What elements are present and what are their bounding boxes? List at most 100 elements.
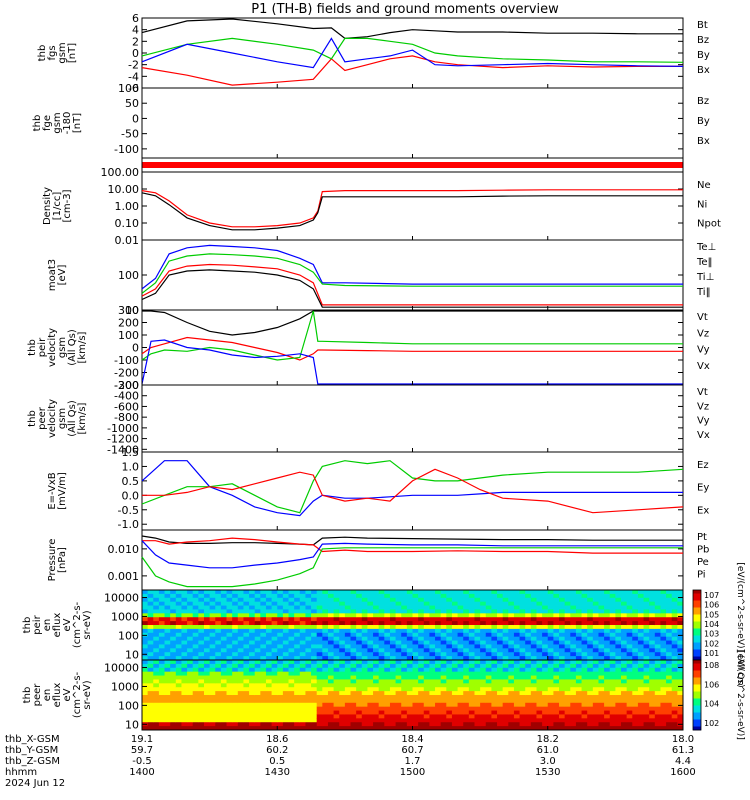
- spectrogram-cell: [637, 593, 644, 599]
- spectrogram-cell: [519, 679, 526, 684]
- spectrogram-cell: [226, 590, 233, 595]
- spectrogram-cell: [435, 671, 442, 676]
- spectrogram-cell: [637, 718, 644, 723]
- spectrogram-cell: [316, 702, 323, 708]
- spectrogram-cell: [508, 718, 515, 723]
- spectrogram-cell: [226, 660, 233, 665]
- spectrogram-cell: [395, 601, 402, 606]
- spectrogram-cell: [237, 675, 244, 680]
- spectrogram-cell: [361, 691, 368, 696]
- spectrogram-cell: [423, 609, 430, 614]
- spectrogram-cell: [615, 683, 622, 688]
- spectrogram-cell: [192, 593, 199, 599]
- colorbar-title: [eV/(cm^2-s-sr-eV)] (All Qs): [735, 562, 745, 687]
- spectrogram-cell: [637, 625, 644, 630]
- spectrogram-cell: [671, 605, 678, 610]
- spectrogram-cell: [654, 667, 661, 673]
- spectrogram-cell: [282, 644, 289, 649]
- spectrogram-cell: [288, 609, 295, 614]
- spectrogram-cell: [598, 601, 605, 606]
- spectrogram-cell: [649, 710, 656, 715]
- spectrogram-cell: [587, 590, 594, 595]
- spectrogram-cell: [389, 597, 396, 603]
- spectrogram-cell: [384, 593, 391, 599]
- spectrogram-cell: [249, 702, 256, 708]
- x-tick-label: 4.4: [675, 756, 691, 767]
- spectrogram-cell: [378, 652, 385, 657]
- spectrogram-cell: [536, 590, 543, 595]
- spectrogram-cell: [265, 613, 273, 618]
- spectrogram-cell: [361, 648, 368, 653]
- spectrogram-cell: [626, 718, 633, 723]
- spectrogram-cell: [254, 679, 261, 684]
- colorbar-segment: [693, 719, 701, 724]
- spectrogram-cell: [215, 718, 222, 723]
- spectrogram-cell: [457, 648, 464, 653]
- spectrogram-cell: [491, 648, 498, 653]
- colorbar-segment: [693, 726, 701, 731]
- spectrogram-cell: [187, 601, 194, 606]
- spectrogram-cell: [232, 695, 239, 700]
- spectrogram-cell: [457, 617, 464, 622]
- spectrogram-cell: [356, 691, 363, 696]
- spectrogram-cell: [187, 718, 194, 723]
- spectrogram-cell: [621, 613, 628, 618]
- spectrogram-cell: [457, 625, 464, 630]
- spectrogram-cell: [316, 679, 323, 684]
- spectrogram-cell: [564, 687, 571, 692]
- spectrogram-cell: [170, 632, 177, 638]
- spectrogram-cell: [542, 590, 549, 595]
- spectrogram-cell: [480, 691, 487, 696]
- spectrogram-cell: [232, 590, 239, 595]
- spectrogram-cell: [294, 714, 301, 719]
- spectrogram-cell: [513, 671, 520, 676]
- spectrogram-cell: [564, 652, 571, 657]
- spectrogram-cell: [615, 605, 622, 610]
- spectrogram-cell: [508, 679, 515, 684]
- spectrogram-cell: [181, 617, 188, 622]
- spectrogram-cell: [401, 667, 408, 673]
- spectrogram-cell: [468, 590, 475, 595]
- spectrogram-cell: [288, 625, 295, 630]
- spectrogram-cell: [389, 687, 396, 692]
- spectrogram-cell: [637, 609, 644, 614]
- spectrogram-cell: [497, 636, 504, 641]
- x-tick-label: 19.1: [131, 734, 153, 745]
- spectrogram-cell: [311, 621, 318, 626]
- spectrogram-cell: [389, 632, 396, 638]
- spectrogram-cell: [170, 644, 177, 649]
- spectrogram-cell: [198, 628, 205, 634]
- spectrogram-cell: [147, 625, 154, 630]
- spectrogram-cell: [609, 663, 616, 669]
- spectrogram-cell: [451, 675, 458, 680]
- spectrogram-cell: [147, 656, 154, 661]
- spectrogram-cell: [637, 671, 644, 676]
- spectrogram-cell: [446, 706, 453, 711]
- spectrogram-cell: [598, 597, 605, 603]
- spectrogram-cell: [547, 632, 554, 638]
- spectrogram-cell: [294, 679, 301, 684]
- spectrogram-cell: [406, 593, 413, 599]
- spectrogram-cell: [260, 617, 267, 622]
- spectrogram-cell: [198, 679, 205, 684]
- spectrogram-cell: [395, 593, 402, 599]
- panel-frame: [141, 384, 684, 453]
- spectrogram-cell: [474, 644, 481, 649]
- spectrogram-cell: [175, 691, 182, 696]
- spectrogram-cell: [215, 609, 222, 614]
- spectrogram-cell: [530, 609, 537, 614]
- spectrogram-cell: [288, 671, 295, 676]
- spectrogram-cell: [440, 632, 447, 638]
- spectrogram-cell: [344, 617, 351, 622]
- spectrogram-cell: [671, 702, 678, 708]
- spectrogram-cell: [282, 636, 289, 641]
- spectrogram-cell: [598, 625, 605, 630]
- spectrogram-cell: [592, 695, 599, 700]
- spectrogram-cell: [249, 706, 256, 711]
- spectrogram-cell: [249, 722, 256, 727]
- spectrogram-cell: [412, 702, 419, 708]
- spectrogram-cell: [220, 675, 227, 680]
- spectrogram-cell: [344, 663, 351, 669]
- spectrogram-cell: [423, 675, 430, 680]
